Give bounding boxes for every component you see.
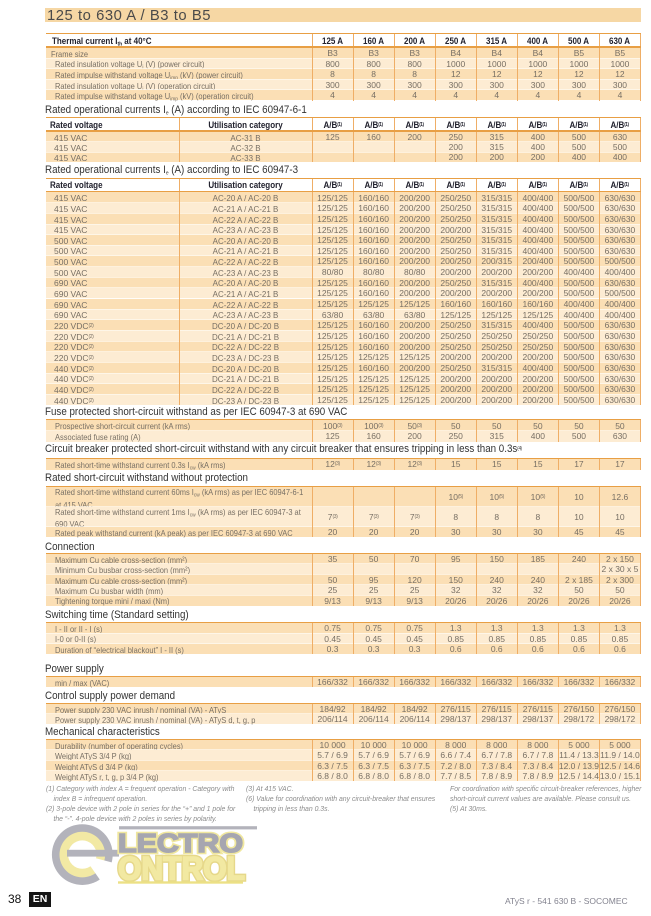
svg-text:LECTRO: LECTRO (118, 828, 243, 858)
svg-text:ONTROL: ONTROL (118, 850, 245, 886)
svg-text:LECTRO: LECTRO (118, 828, 243, 858)
